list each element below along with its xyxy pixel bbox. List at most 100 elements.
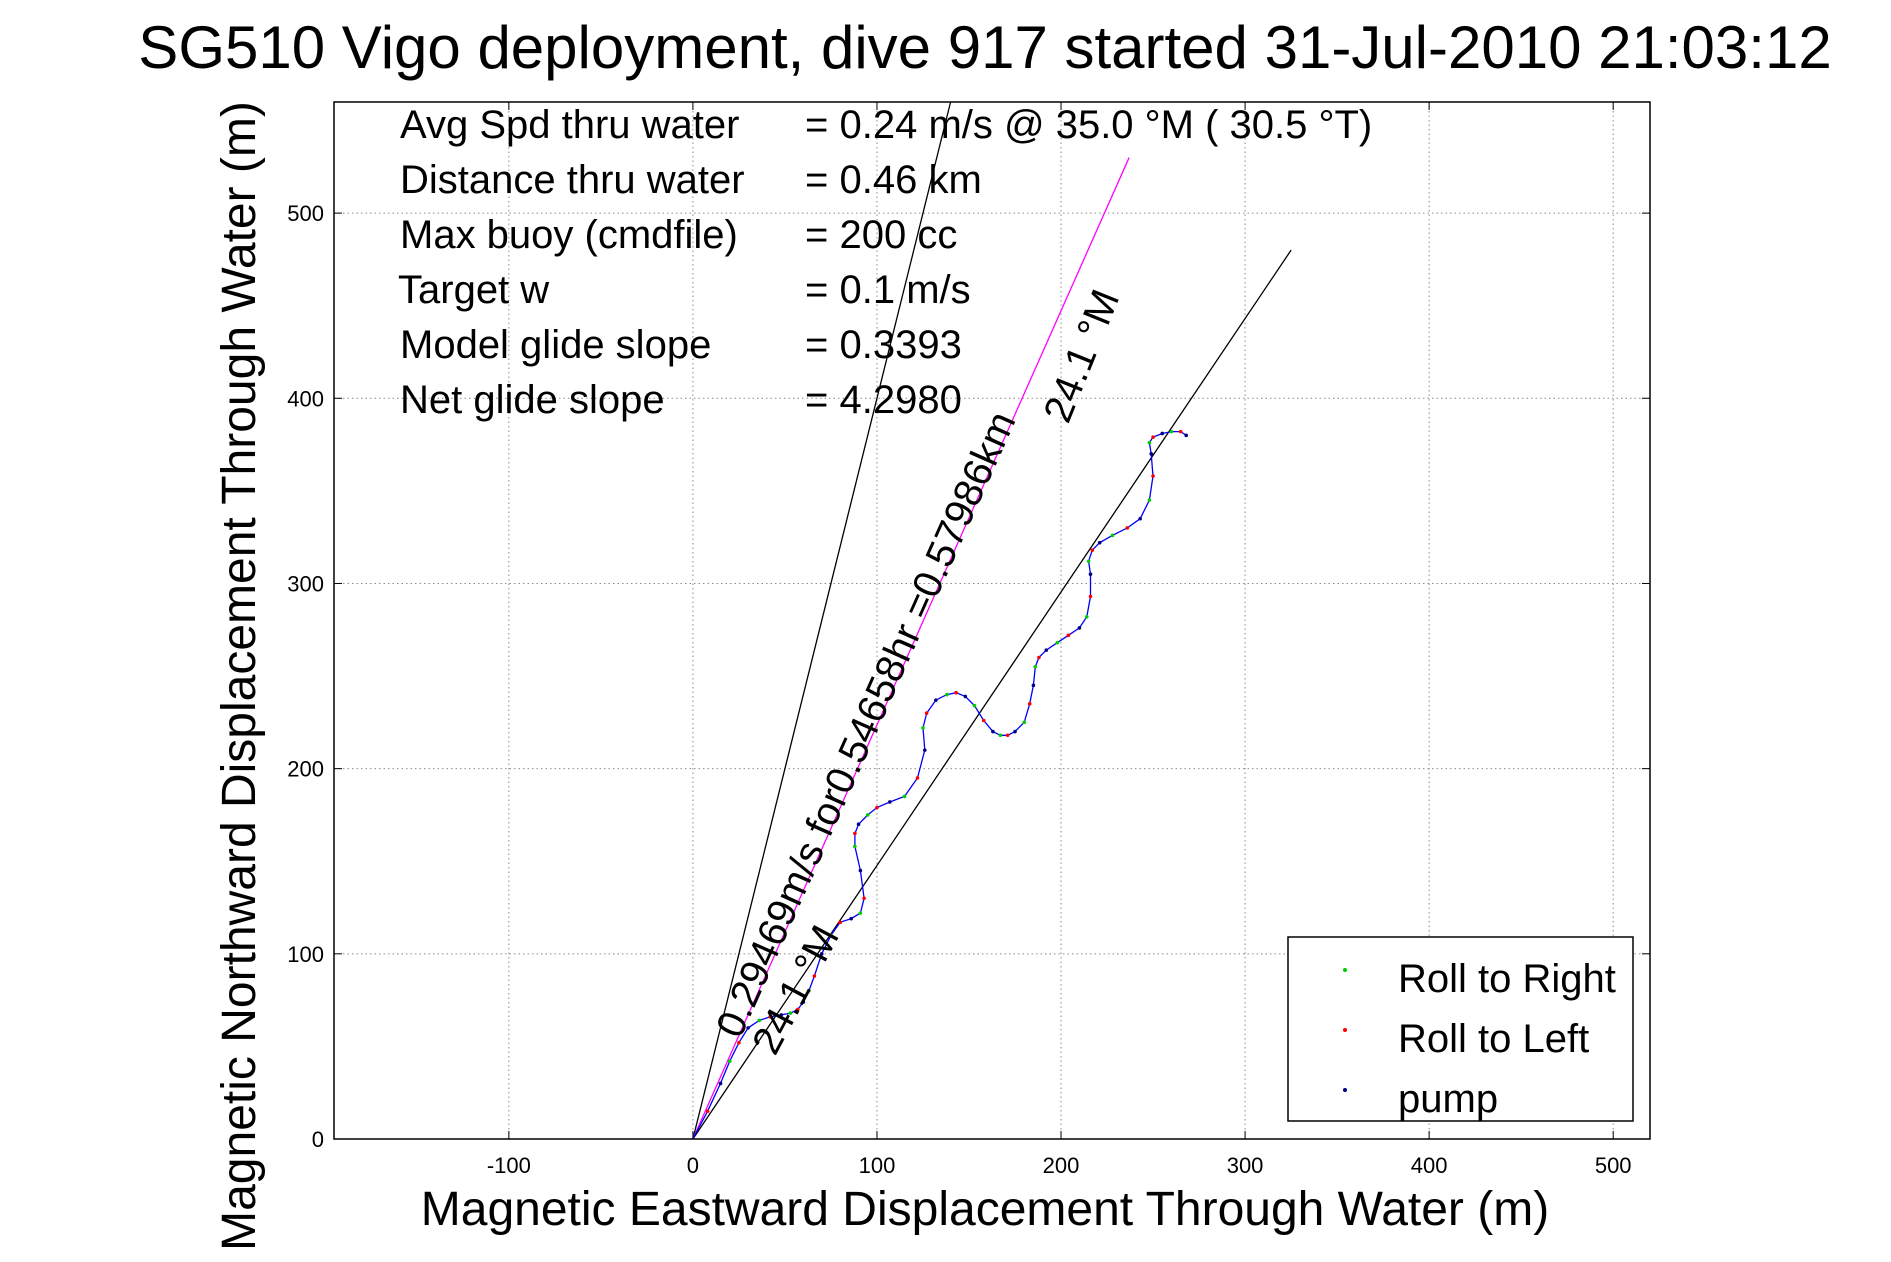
info-value-net-glide: = 4.2980 [805, 378, 962, 422]
reference-line-0 [692, 249, 1292, 1140]
x-tick-label: 0 [687, 1153, 699, 1178]
roll-left-point [1066, 633, 1071, 638]
roll-right-point [1110, 533, 1115, 538]
roll-left-point [875, 805, 879, 810]
roll-right-point [788, 1011, 793, 1015]
info-value-model-glide: = 0.3393 [805, 323, 962, 367]
pump-point [1013, 729, 1017, 734]
roll-right-point [757, 1018, 761, 1023]
x-tick-label: 300 [1227, 1153, 1264, 1178]
y-tick-label: 400 [287, 386, 324, 411]
legend-label-pump: pump [1398, 1077, 1498, 1121]
reference-line-2 [692, 157, 1130, 1140]
roll-left-point [1088, 594, 1093, 599]
pump-point [991, 729, 995, 734]
roll-right-point [902, 794, 907, 799]
legend-item-roll-right: Roll to Right [1343, 957, 1616, 1001]
pump-point [888, 800, 892, 804]
info-label-avg-speed: Avg Spd thru water [400, 103, 739, 147]
pump-point [1088, 572, 1093, 577]
pump-point [858, 868, 863, 873]
roll-left-point [1151, 435, 1155, 439]
track [692, 429, 1188, 1140]
legend-label-roll-right: Roll to Right [1398, 957, 1616, 1001]
roll-left-point [853, 831, 857, 836]
y-tick-label: 0 [312, 1127, 324, 1152]
roll-left-point [1090, 548, 1095, 552]
pump-point [1184, 433, 1188, 438]
x-tick-label: 100 [859, 1153, 896, 1178]
x-axis-label: Magnetic Eastward Displacement Through W… [421, 1183, 1549, 1236]
pump-point [718, 1081, 723, 1086]
roll-left-point [838, 920, 842, 925]
x-ticks: -100 0 100 200 300 400 500 [487, 102, 1632, 1178]
roll-left-point [768, 1014, 773, 1019]
roll-right-point [829, 933, 833, 938]
roll-left-point [1178, 429, 1183, 434]
pump-point [1044, 648, 1049, 652]
pump-point [856, 822, 861, 826]
roll-left-point [796, 1007, 800, 1012]
legend-marker-roll-right [1343, 968, 1347, 972]
y-tick-label: 100 [287, 942, 324, 967]
y-tick-label: 500 [287, 201, 324, 226]
legend-marker-roll-left [1343, 1028, 1347, 1032]
info-label-target-w: Target w [398, 268, 549, 312]
x-tick-label: 200 [1043, 1153, 1080, 1178]
pump-point [1149, 452, 1154, 456]
info-label-max-buoy: Max buoy (cmdfile) [400, 213, 738, 257]
pump-point [963, 694, 968, 699]
legend-marker-pump [1343, 1088, 1347, 1092]
roll-right-point [1147, 498, 1152, 502]
roll-right-point [1055, 640, 1060, 645]
dive-info-block: Avg Spd thru water = 0.24 m/s @ 35.0 °M … [398, 103, 1372, 422]
legend-item-pump: pump [1343, 1077, 1498, 1121]
reference-lines [692, 101, 1292, 1140]
reference-line-1 [692, 101, 952, 1140]
roll-right-point [807, 989, 811, 993]
roll-right-point [1147, 440, 1152, 445]
roll-left-point [981, 718, 986, 723]
info-value-avg-speed: = 0.24 m/s @ 35.0 °M ( 30.5 °T) [805, 103, 1372, 147]
y-axis-label: Magnetic Northward Displacement Through … [213, 101, 266, 1251]
pump-point [923, 748, 927, 752]
roll-left-point [737, 1040, 741, 1045]
info-label-model-glide: Model glide slope [400, 323, 711, 367]
roll-left-point [1027, 702, 1032, 706]
legend-item-roll-left: Roll to Left [1343, 1017, 1589, 1061]
roll-right-point [998, 733, 1003, 738]
roll-right-point [921, 726, 925, 730]
info-label-net-glide: Net glide slope [400, 378, 665, 422]
roll-right-point [1022, 720, 1027, 725]
roll-right-point [858, 911, 863, 915]
roll-right-point [1086, 559, 1091, 564]
pump-point [1097, 540, 1102, 545]
roll-right-point [972, 703, 977, 708]
roll-right-point [853, 844, 857, 849]
pump-point [1160, 431, 1165, 436]
roll-right-point [1084, 614, 1089, 619]
legend-label-roll-left: Roll to Left [1398, 1017, 1589, 1061]
roll-right-point [1169, 429, 1174, 434]
x-tick-label: 500 [1595, 1153, 1632, 1178]
roll-left-point [812, 974, 817, 978]
roll-left-point [954, 690, 958, 695]
pump-point [801, 1000, 806, 1004]
roll-left-point [1151, 474, 1155, 478]
roll-left-point [1037, 655, 1041, 660]
roll-left-point [705, 1109, 710, 1114]
pump-point [746, 1026, 750, 1030]
info-value-max-buoy: = 200 cc [805, 213, 957, 257]
info-value-target-w: = 0.1 m/s [805, 268, 971, 312]
info-label-distance: Distance thru water [400, 158, 745, 202]
roll-left-point [862, 896, 866, 901]
chart-title: SG510 Vigo deployment, dive 917 started … [138, 14, 1831, 81]
roll-right-point [865, 813, 870, 817]
pump-point [779, 1013, 784, 1017]
pump-point [1031, 683, 1036, 688]
y-tick-label: 200 [287, 757, 324, 782]
roll-right-point [1033, 664, 1038, 669]
roll-left-point [915, 776, 920, 780]
pump-point [819, 952, 824, 956]
